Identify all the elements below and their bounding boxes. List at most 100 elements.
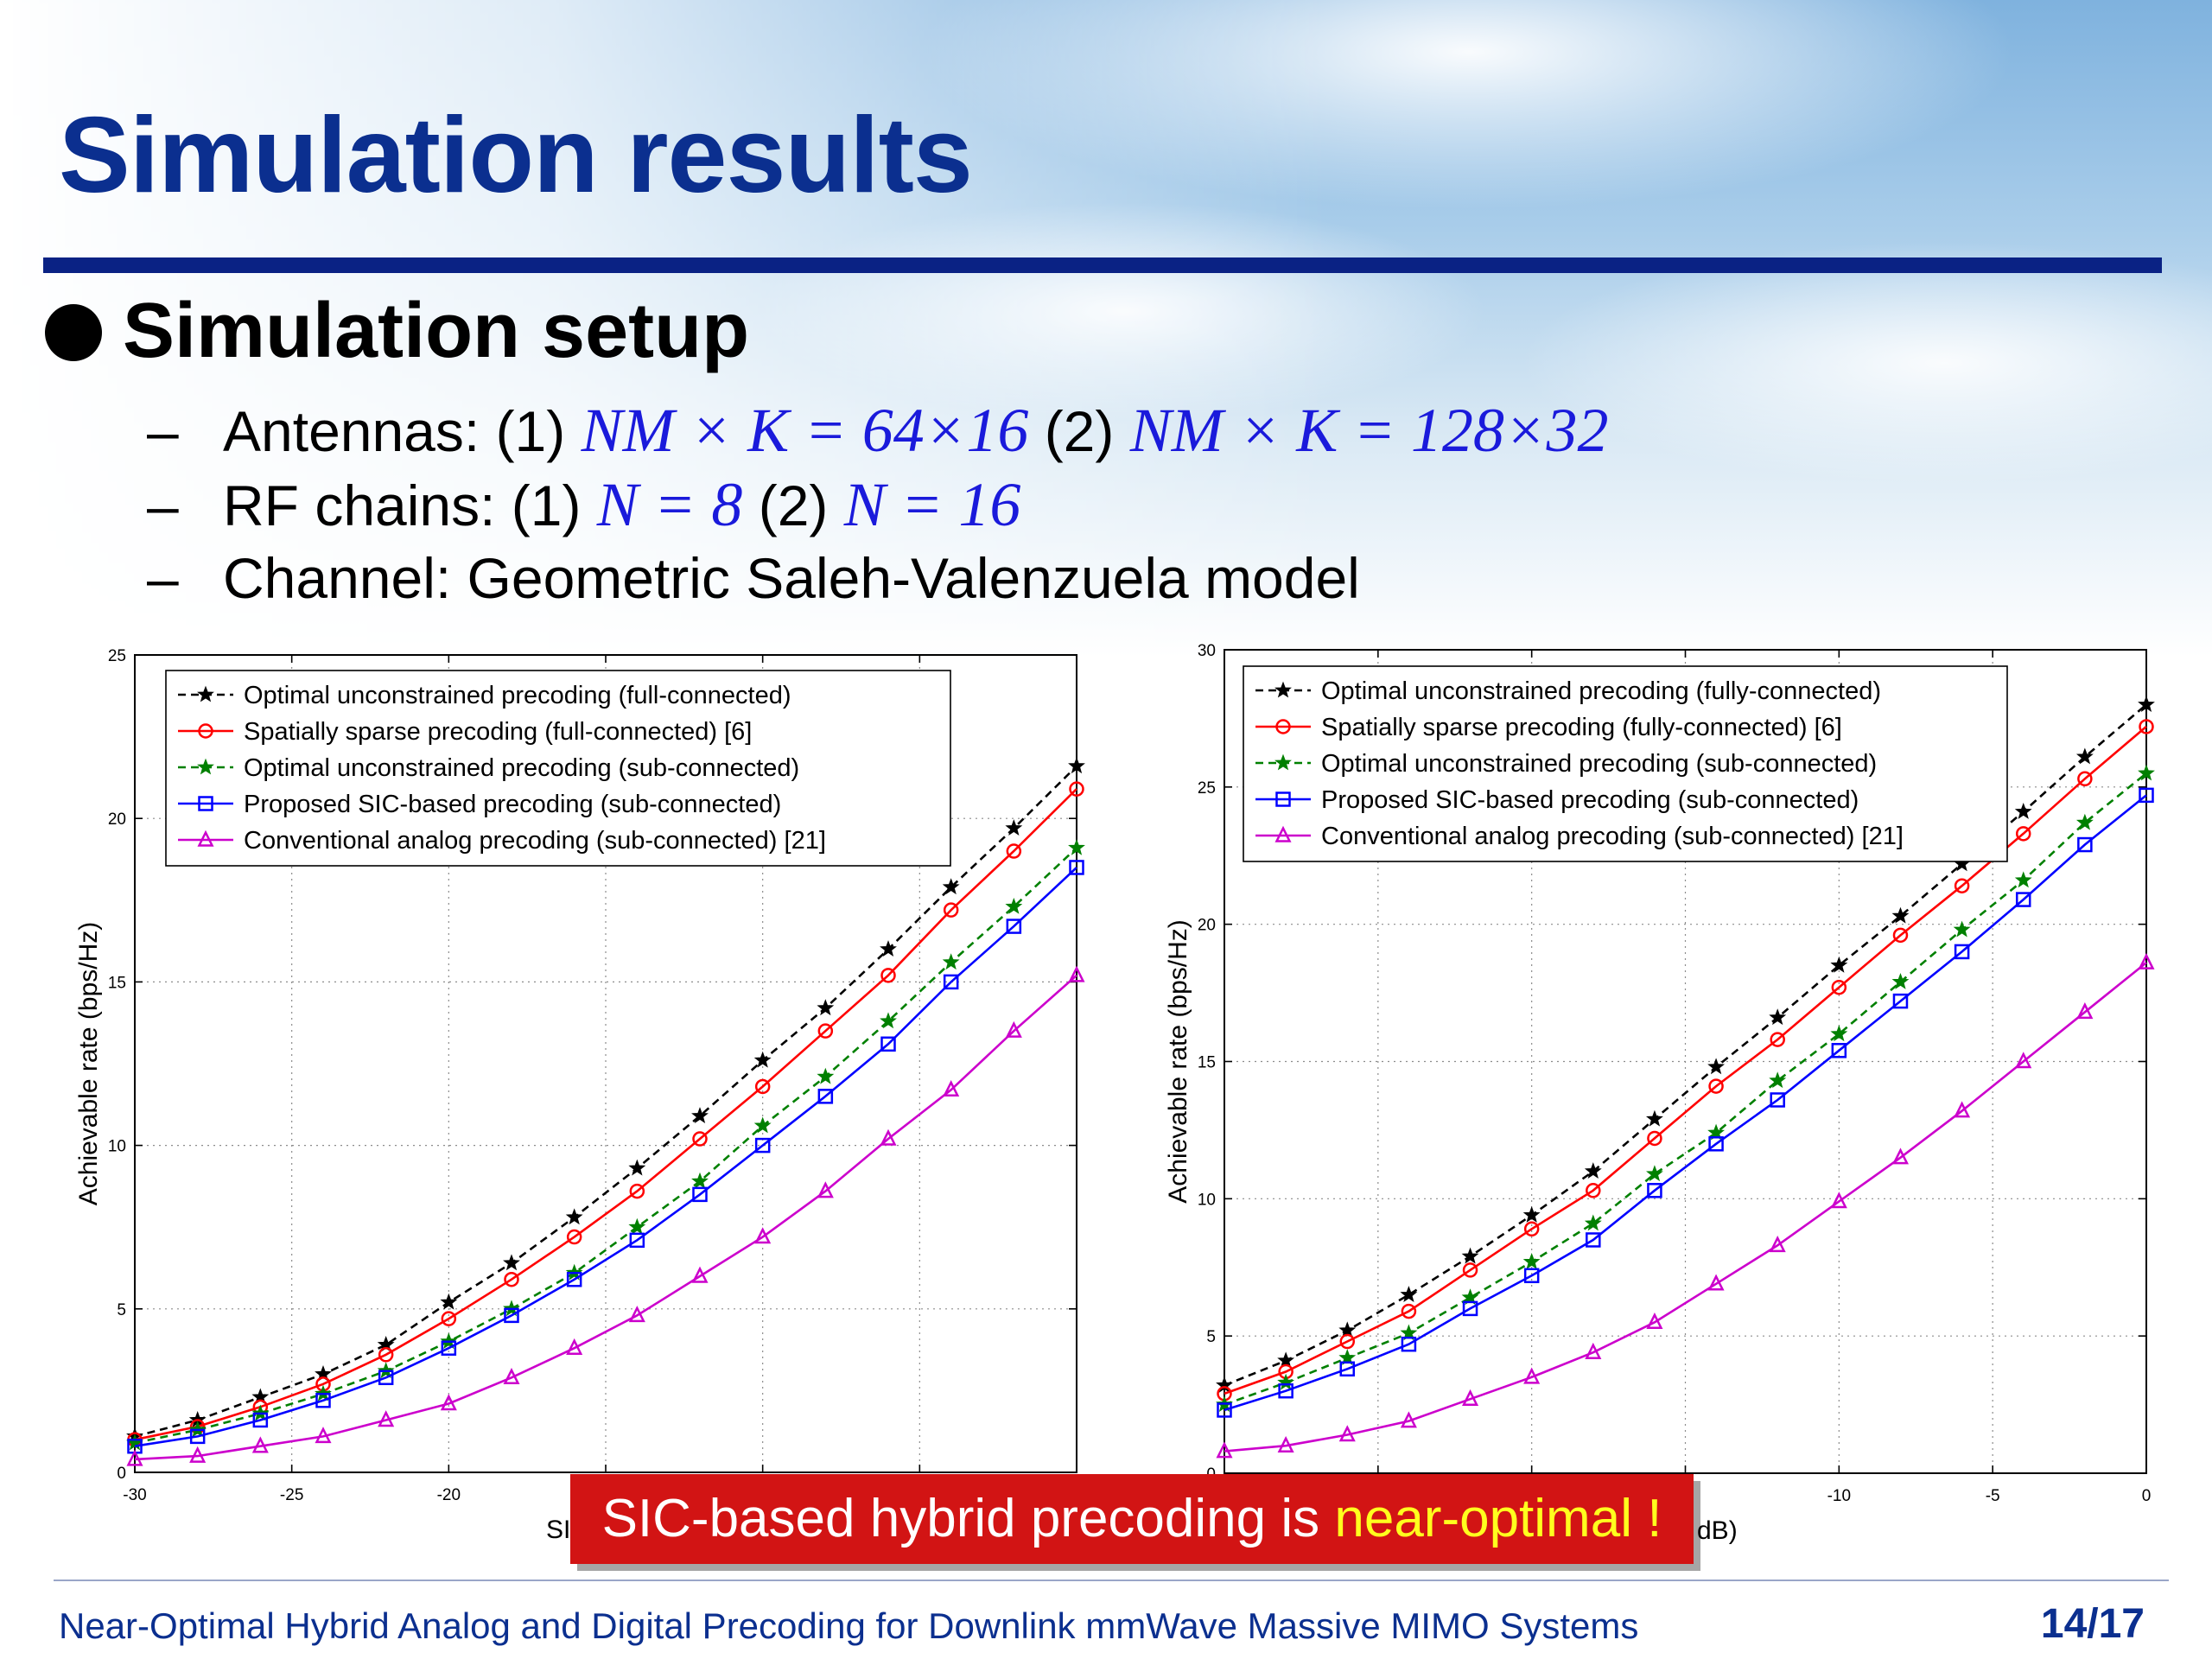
data-point [1954, 944, 1970, 960]
data-point [880, 1036, 896, 1052]
data-point [1707, 1123, 1725, 1141]
title-underline [43, 257, 2162, 273]
data-point [566, 1338, 583, 1355]
series-line [1224, 794, 2147, 1412]
antennas-label: Antennas: (1) [223, 399, 566, 463]
data-point [1707, 1058, 1725, 1075]
legend-marker [197, 685, 214, 702]
data-point [692, 1186, 708, 1203]
y-axis-label: Achievable rate (bps/Hz) [74, 922, 103, 1205]
legend-marker [197, 830, 214, 847]
legend-box [165, 670, 951, 867]
data-point [1277, 1373, 1295, 1390]
data-point [1216, 1376, 1233, 1393]
y-tick-label: 15 [108, 974, 126, 992]
data-point [2077, 836, 2093, 853]
data-point [1005, 897, 1023, 914]
x-tick-label: -5 [1986, 1487, 2000, 1505]
data-point [754, 1137, 771, 1154]
data-point [503, 1367, 520, 1385]
data-point [315, 1427, 332, 1444]
legend-entry: Proposed SIC-based precoding (sub-connec… [1321, 786, 1859, 814]
y-tick-label: 25 [108, 647, 126, 665]
data-point [2015, 826, 2031, 842]
antennas-mid: (2) [1044, 399, 1115, 463]
data-point [1892, 927, 1909, 944]
dash: – [147, 474, 179, 537]
data-point [189, 1446, 207, 1463]
data-point [1068, 965, 1085, 982]
data-point [1647, 1183, 1662, 1198]
series-line [1224, 962, 2147, 1452]
data-point [628, 1306, 645, 1323]
series-line [134, 867, 1077, 1447]
legend-marker [1274, 681, 1292, 698]
data-point [754, 1078, 771, 1095]
data-point [1278, 1382, 1294, 1399]
data-point [1523, 1268, 1540, 1284]
data-point [1646, 1109, 1663, 1127]
legend-marker [198, 796, 213, 811]
data-point [1647, 1130, 1662, 1147]
data-point [1069, 860, 1084, 875]
data-point [1770, 1092, 1785, 1108]
data-point [817, 1181, 834, 1198]
legend-marker [1274, 825, 1292, 842]
data-point [754, 1227, 772, 1244]
legend-entry: Optimal unconstrained precoding (full-co… [244, 682, 791, 709]
data-point [1461, 1247, 1479, 1264]
data-point [629, 1183, 645, 1199]
y-tick-label: 0 [117, 1465, 126, 1483]
data-point [1707, 1274, 1725, 1291]
data-point [691, 1172, 709, 1189]
data-point [1891, 906, 1910, 924]
data-point [1584, 1214, 1602, 1231]
data-point [441, 1311, 457, 1326]
data-point [1005, 1020, 1022, 1038]
data-point [1005, 819, 1023, 836]
rf-chains-config-2: N = 16 [843, 470, 1021, 539]
data-point [1891, 972, 1910, 989]
data-point [315, 1393, 331, 1408]
legend-marker [1274, 753, 1292, 771]
data-point [1831, 979, 1847, 995]
data-point [1584, 1162, 1602, 1179]
data-point [1462, 1300, 1478, 1317]
page-number: 14/17 [2040, 1601, 2145, 1647]
y-tick-label: 10 [1198, 1191, 1216, 1209]
data-point [441, 1340, 457, 1356]
data-point [566, 1229, 582, 1245]
legend-entry: Optimal unconstrained precoding (sub-con… [1321, 750, 1877, 778]
series-line [1224, 772, 2147, 1406]
data-point [1646, 1312, 1663, 1330]
data-point [1277, 1351, 1295, 1369]
data-point [2077, 771, 2093, 787]
callout-highlight: near-optimal ! [1334, 1489, 1662, 1548]
sky-background [0, 0, 2212, 657]
y-tick-label: 30 [1198, 642, 1216, 660]
data-point [378, 1410, 395, 1427]
setup-item-rf-chains: – RF chains: (1) N = 8 (2) N = 16 [147, 474, 1020, 536]
data-point [1708, 1136, 1724, 1152]
rf-chains-config-1: N = 8 [596, 470, 743, 539]
data-point [566, 1271, 582, 1287]
data-point [2075, 747, 2094, 765]
data-point [2139, 787, 2154, 804]
data-point [628, 1159, 646, 1176]
x-tick-label: -30 [123, 1486, 146, 1504]
data-point [1462, 1262, 1478, 1278]
data-point [1586, 1232, 1601, 1248]
data-point [1401, 1336, 1417, 1352]
data-point [1769, 1008, 1787, 1026]
setup-item-antennas: – Antennas: (1) NM × K = 64×16 (2) NM × K… [147, 399, 1609, 461]
data-point [1953, 920, 1971, 938]
series-line [134, 974, 1077, 1461]
data-point [2138, 696, 2155, 712]
dash: – [147, 546, 179, 610]
data-point [126, 1449, 143, 1466]
data-point [1216, 1441, 1233, 1459]
data-point [1954, 1101, 1971, 1118]
data-point [2014, 802, 2032, 819]
bullet-icon [45, 304, 102, 361]
dash: – [147, 399, 179, 463]
